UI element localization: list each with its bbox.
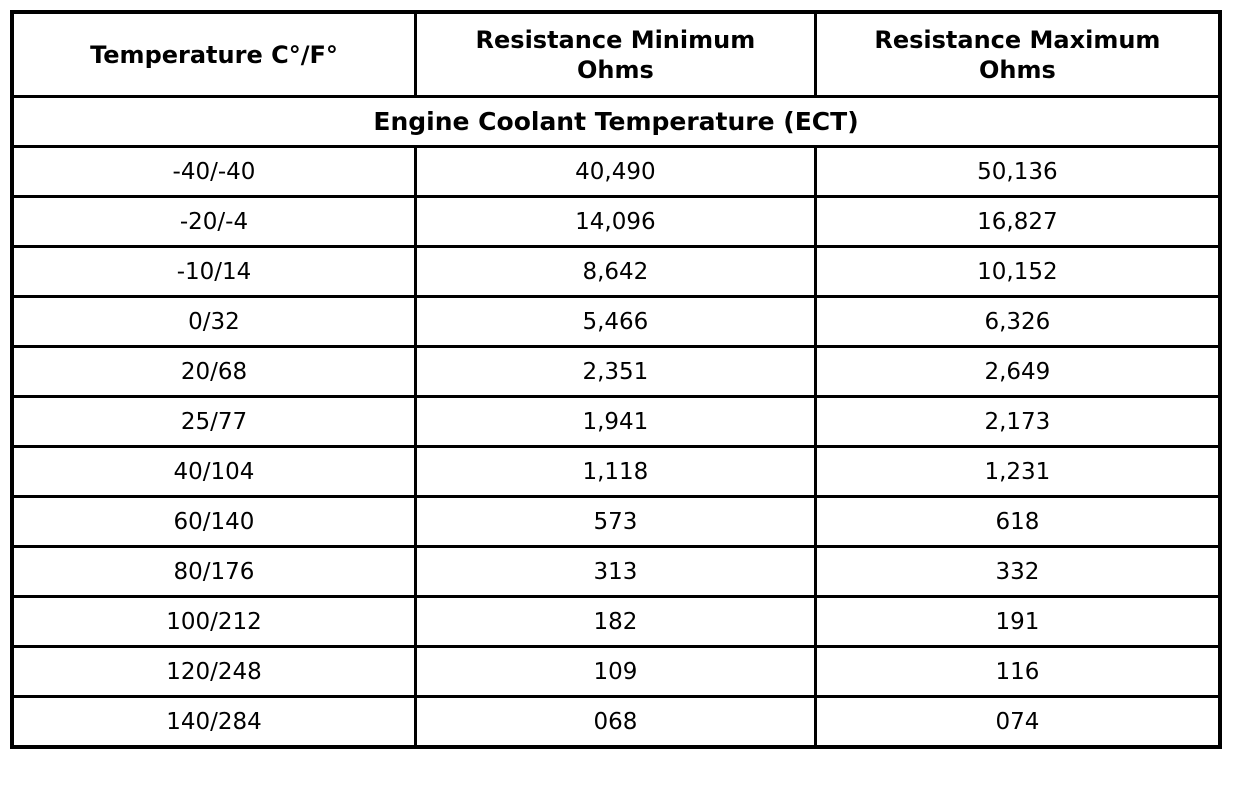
temperature-cell: 25/77 <box>10 395 417 448</box>
resistance-min-cell: 182 <box>413 595 817 648</box>
temperature-cell: 80/176 <box>10 545 417 598</box>
table-row: 140/284 068 074 <box>10 695 1222 749</box>
col-header-temperature: Temperature C°/F° <box>10 10 417 98</box>
header-row: Temperature C°/F° Resistance Minimum Ohm… <box>10 10 1222 98</box>
temperature-cell: 140/284 <box>10 695 417 749</box>
table-row: -40/-40 40,490 50,136 <box>10 145 1222 198</box>
temperature-cell: 40/104 <box>10 445 417 498</box>
table-row: 120/248 109 116 <box>10 645 1222 698</box>
temperature-cell: -20/-4 <box>10 195 417 248</box>
resistance-max-cell: 2,649 <box>813 345 1222 398</box>
ect-resistance-table: Temperature C°/F° Resistance Minimum Ohm… <box>10 10 1222 749</box>
resistance-max-cell: 332 <box>813 545 1222 598</box>
col-header-resistance-min: Resistance Minimum Ohms <box>413 10 817 98</box>
resistance-min-cell: 1,941 <box>413 395 817 448</box>
resistance-min-cell: 068 <box>413 695 817 749</box>
resistance-min-cell: 14,096 <box>413 195 817 248</box>
table-row: 0/32 5,466 6,326 <box>10 295 1222 348</box>
temperature-cell: 20/68 <box>10 345 417 398</box>
temperature-cell: 120/248 <box>10 645 417 698</box>
resistance-min-cell: 40,490 <box>413 145 817 198</box>
resistance-max-cell: 50,136 <box>813 145 1222 198</box>
resistance-max-cell: 116 <box>813 645 1222 698</box>
section-row: Engine Coolant Temperature (ECT) <box>10 95 1222 148</box>
table-row: 40/104 1,118 1,231 <box>10 445 1222 498</box>
table-row: 20/68 2,351 2,649 <box>10 345 1222 398</box>
col-header-resistance-max: Resistance Maximum Ohms <box>813 10 1222 98</box>
resistance-max-cell: 10,152 <box>813 245 1222 298</box>
temperature-cell: -40/-40 <box>10 145 417 198</box>
temperature-cell: 0/32 <box>10 295 417 348</box>
resistance-max-cell: 6,326 <box>813 295 1222 348</box>
resistance-max-cell: 2,173 <box>813 395 1222 448</box>
table-row: 25/77 1,941 2,173 <box>10 395 1222 448</box>
resistance-max-cell: 618 <box>813 495 1222 548</box>
temperature-cell: 60/140 <box>10 495 417 548</box>
resistance-min-cell: 2,351 <box>413 345 817 398</box>
resistance-min-cell: 573 <box>413 495 817 548</box>
table-row: -20/-4 14,096 16,827 <box>10 195 1222 248</box>
table-row: 60/140 573 618 <box>10 495 1222 548</box>
resistance-min-cell: 1,118 <box>413 445 817 498</box>
resistance-min-cell: 5,466 <box>413 295 817 348</box>
resistance-max-cell: 1,231 <box>813 445 1222 498</box>
resistance-min-cell: 8,642 <box>413 245 817 298</box>
temperature-cell: -10/14 <box>10 245 417 298</box>
resistance-max-cell: 074 <box>813 695 1222 749</box>
table-row: 80/176 313 332 <box>10 545 1222 598</box>
table-row: 100/212 182 191 <box>10 595 1222 648</box>
resistance-max-cell: 191 <box>813 595 1222 648</box>
temperature-cell: 100/212 <box>10 595 417 648</box>
section-title: Engine Coolant Temperature (ECT) <box>10 95 1222 148</box>
table-row: -10/14 8,642 10,152 <box>10 245 1222 298</box>
resistance-min-cell: 313 <box>413 545 817 598</box>
resistance-min-cell: 109 <box>413 645 817 698</box>
resistance-max-cell: 16,827 <box>813 195 1222 248</box>
